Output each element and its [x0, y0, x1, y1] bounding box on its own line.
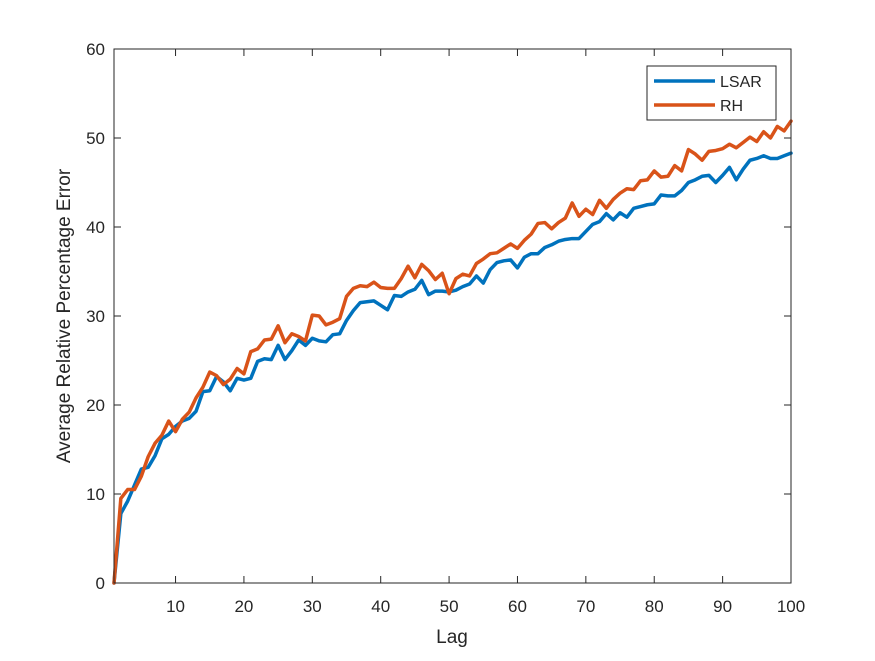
legend-box [646, 65, 777, 121]
x-tick-label: 90 [713, 597, 732, 616]
y-tick-label: 20 [86, 396, 105, 415]
y-tick-label: 40 [86, 218, 105, 237]
legend-label-rh: RH [720, 98, 743, 115]
y-tick-label: 0 [96, 574, 105, 593]
x-tick-label: 30 [303, 597, 322, 616]
x-tick-label: 80 [645, 597, 664, 616]
x-tick-label: 40 [371, 597, 390, 616]
series-line-rh [112, 119, 793, 585]
y-axis-label: Average Relative Percentage Error [54, 168, 75, 463]
series-layer [112, 119, 793, 585]
x-tick-label: 10 [166, 597, 185, 616]
y-axis: 0 10 20 30 40 50 60 [86, 40, 791, 593]
legend-label-lsar: LSAR [720, 74, 762, 91]
x-tick-label: 100 [777, 597, 805, 616]
y-tick-label: 50 [86, 129, 105, 148]
y-tick-label: 30 [86, 307, 105, 326]
series-line-lsar [112, 151, 793, 585]
y-tick-label: 10 [86, 485, 105, 504]
x-tick-label: 60 [508, 597, 527, 616]
x-axis: 10 20 30 40 50 60 70 80 90 100 [166, 49, 805, 616]
plot-background [114, 49, 791, 583]
x-tick-label: 20 [234, 597, 253, 616]
legend: LSAR RH [646, 65, 777, 121]
y-tick-label: 60 [86, 40, 105, 59]
x-axis-label: Lag [436, 627, 468, 648]
x-tick-label: 50 [440, 597, 459, 616]
x-tick-label: 70 [576, 597, 595, 616]
